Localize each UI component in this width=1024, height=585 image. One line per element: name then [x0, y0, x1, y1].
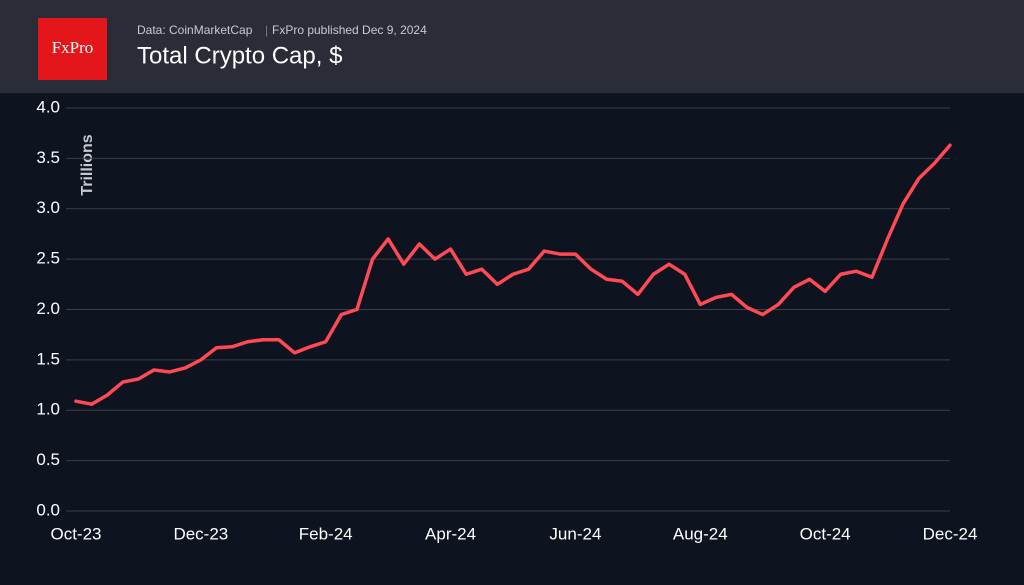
y-tick-label: 0.5 — [36, 450, 60, 469]
y-tick-label: 2.0 — [36, 299, 60, 318]
logo: FxPro — [52, 38, 94, 57]
y-tick-label: 3.5 — [36, 148, 60, 167]
x-tick-label: Dec-23 — [173, 524, 228, 543]
separator: | — [265, 23, 268, 37]
logo-box — [38, 18, 107, 80]
x-tick-label: Oct-24 — [800, 524, 851, 543]
y-tick-label: 1.0 — [36, 400, 60, 419]
x-tick-label: Dec-24 — [923, 524, 978, 543]
header-bar — [0, 0, 1024, 93]
published: FxPro published Dec 9, 2024 — [272, 23, 427, 37]
y-tick-label: 3.0 — [36, 198, 60, 217]
source: Data: CoinMarketCap — [137, 23, 253, 37]
y-tick-label: 2.5 — [36, 249, 60, 268]
x-tick-label: Feb-24 — [299, 524, 353, 543]
x-tick-label: Oct-23 — [50, 524, 101, 543]
y-tick-label: 1.5 — [36, 349, 60, 368]
chart-title: Total Crypto Cap, $ — [137, 42, 342, 69]
x-tick-label: Jun-24 — [549, 524, 601, 543]
y-tick-label: 4.0 — [36, 97, 60, 116]
y-axis-label: Trillions — [79, 134, 96, 195]
line — [74, 143, 952, 406]
y-tick-label: 0.0 — [36, 500, 60, 519]
x-tick-label: Aug-24 — [673, 524, 728, 543]
x-tick-label: Apr-24 — [425, 524, 476, 543]
